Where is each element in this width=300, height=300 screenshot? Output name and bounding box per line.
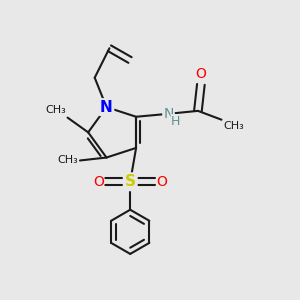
Text: O: O [93, 175, 104, 189]
Text: CH₃: CH₃ [223, 121, 244, 131]
Text: H: H [171, 115, 181, 128]
Text: CH₃: CH₃ [58, 155, 79, 166]
Text: O: O [157, 175, 168, 189]
Text: O: O [195, 68, 206, 81]
Text: CH₃: CH₃ [45, 105, 66, 115]
Text: N: N [163, 107, 174, 121]
Text: N: N [100, 100, 113, 115]
Text: S: S [125, 174, 136, 189]
